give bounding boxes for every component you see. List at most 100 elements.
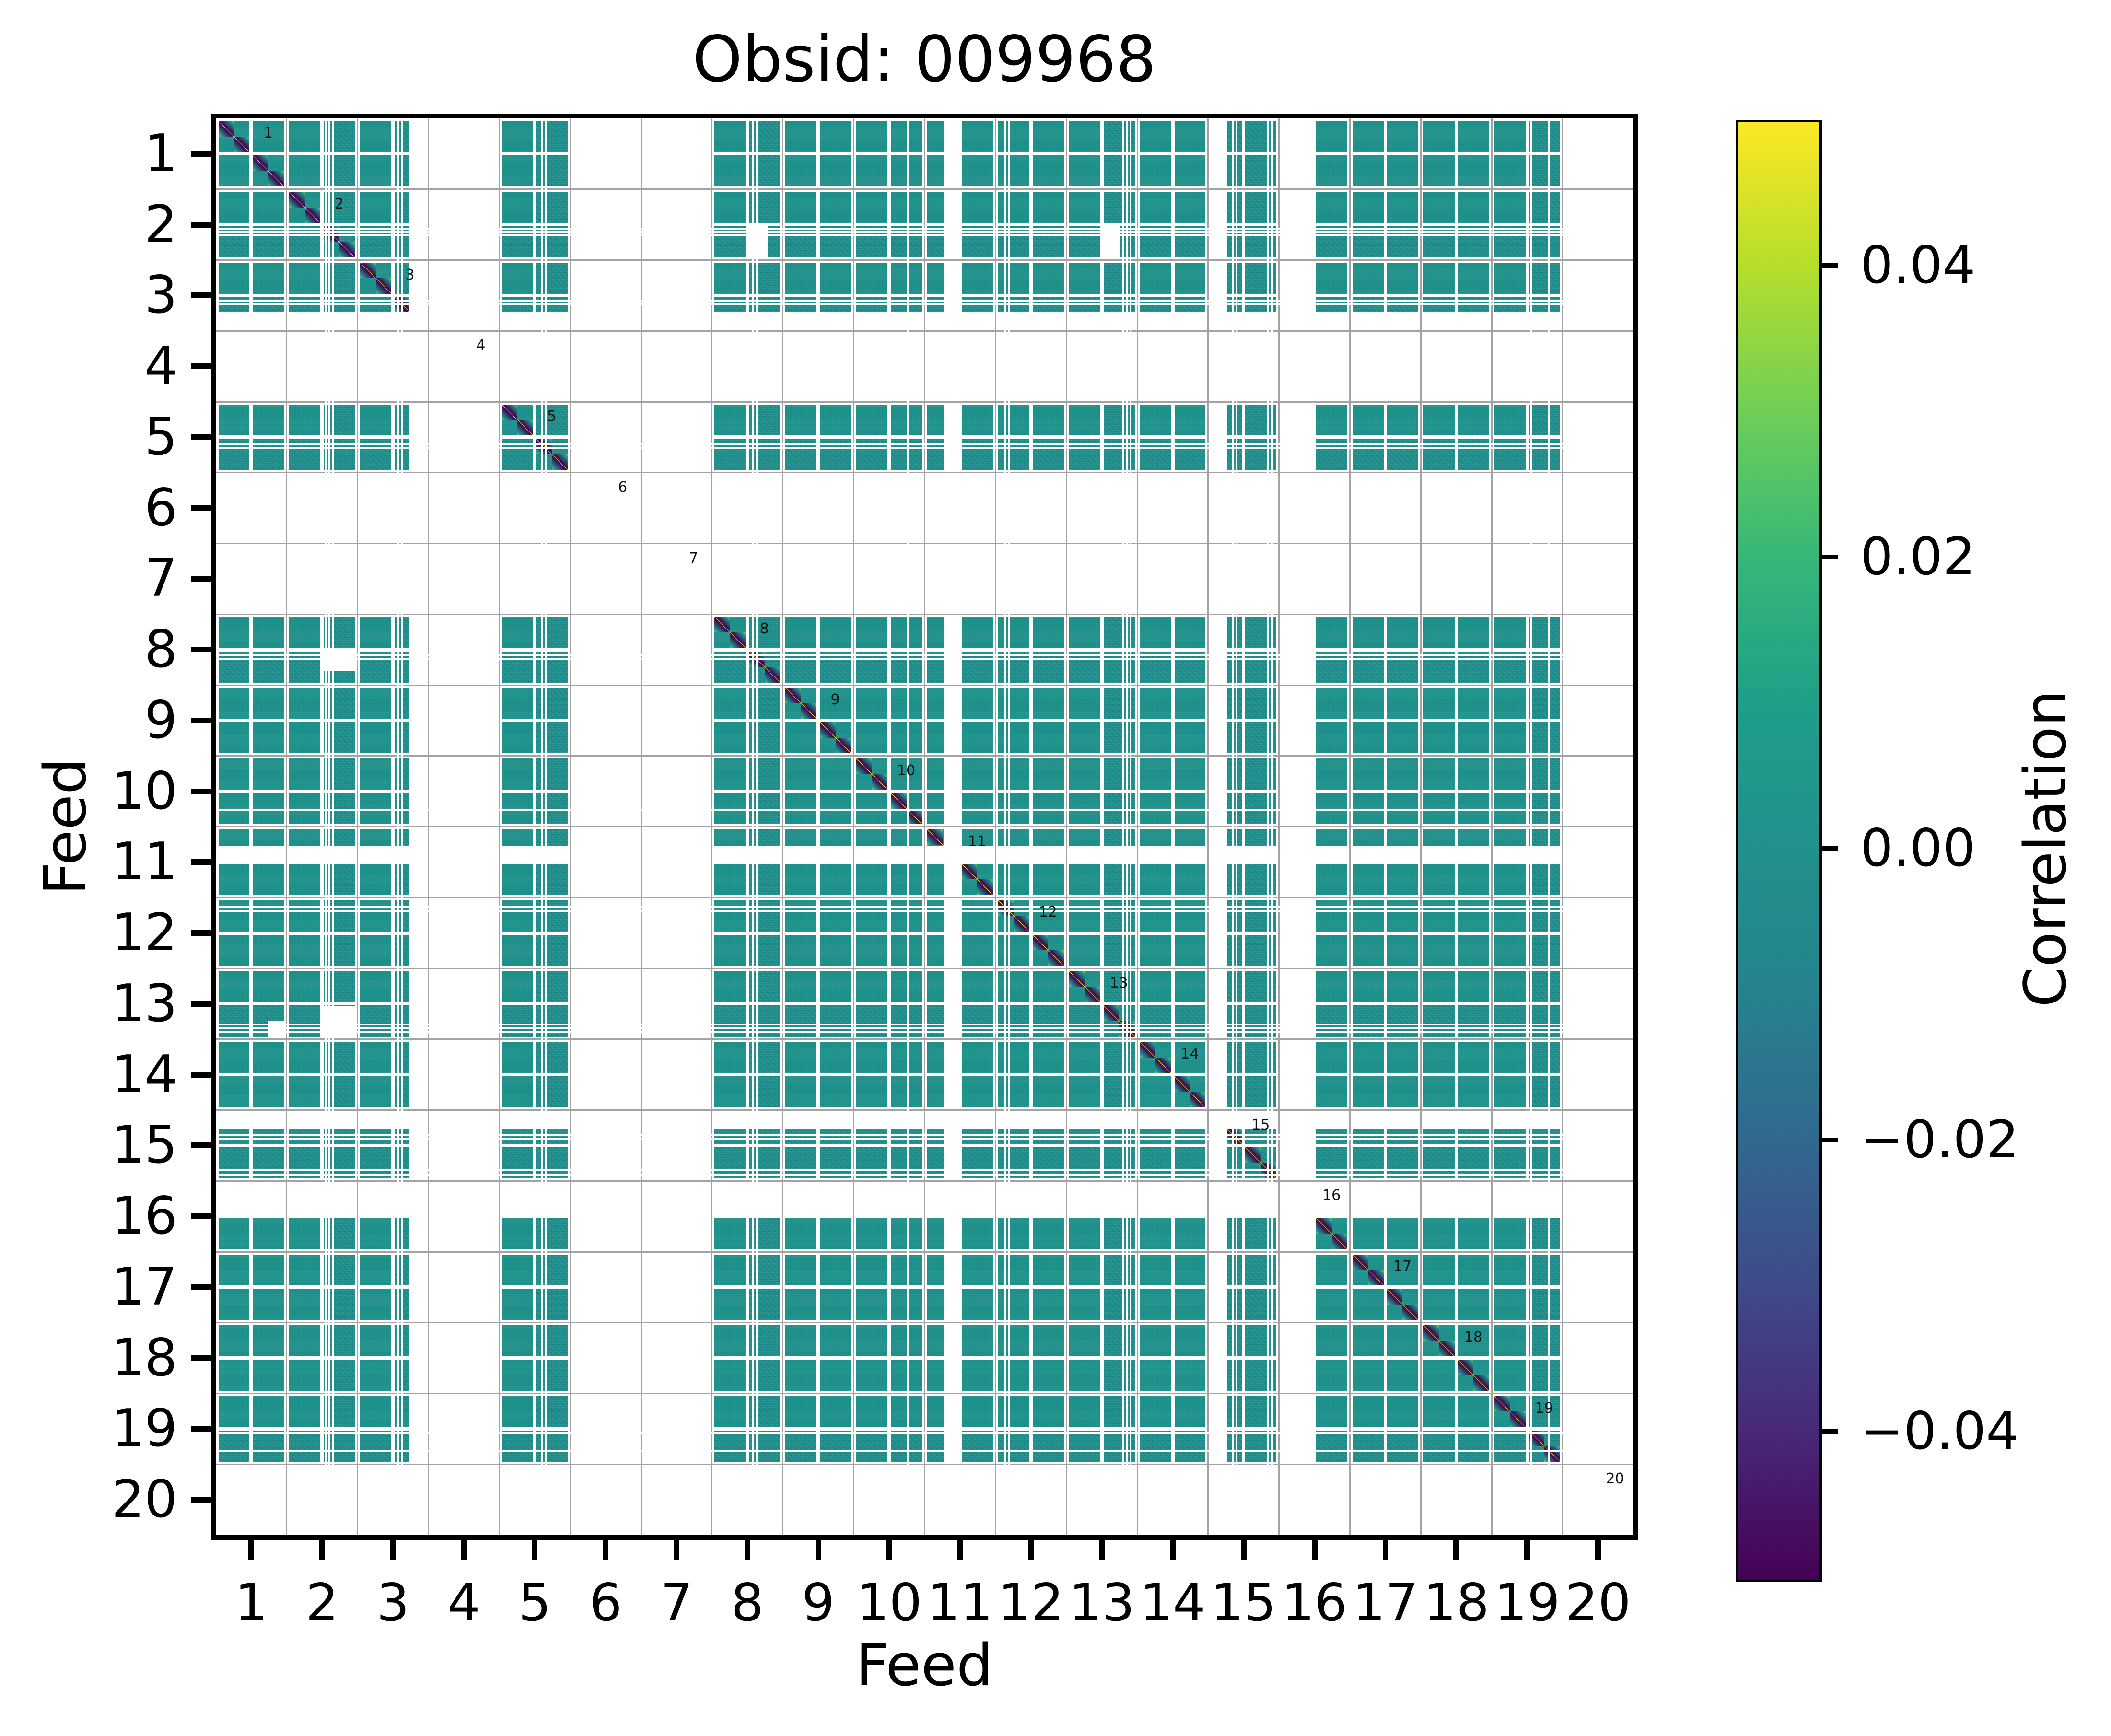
heatmap-block [1245, 863, 1277, 895]
heatmap-block [927, 192, 944, 223]
x-axis-label: Feed [855, 1632, 993, 1699]
masked-channel-stripe-vertical [1267, 118, 1270, 1535]
heatmap-block [714, 617, 746, 648]
diagonal-feed-annotation: 12 [1038, 904, 1057, 921]
heatmap-block [1227, 263, 1242, 294]
heatmap-block [998, 1218, 1029, 1249]
diagonal-feed-annotation: 20 [1606, 1470, 1624, 1488]
heatmap-block [1528, 1129, 1560, 1144]
heatmap-block [1458, 1129, 1489, 1144]
diagonal-feed-annotation: 7 [688, 549, 699, 567]
heatmap-block [1174, 263, 1206, 294]
autocorrelation-wedge [339, 242, 355, 258]
heatmap-block [927, 1430, 944, 1462]
heatmap-block [820, 722, 851, 754]
masked-channel-stripe-vertical [540, 118, 543, 1535]
diagonal-feed-annotation: 18 [1464, 1328, 1482, 1346]
heatmap-block [856, 1076, 888, 1108]
heatmap-block [891, 651, 922, 683]
heatmap-block [502, 192, 533, 223]
heatmap-block [1494, 722, 1526, 754]
heatmap-block [1528, 651, 1560, 683]
heatmap-block [1458, 1042, 1489, 1073]
heatmap-block [1174, 1430, 1206, 1462]
heatmap-block [1353, 900, 1384, 932]
heatmap-block [714, 758, 746, 790]
gridline-horizontal [216, 967, 1633, 969]
heatmap-block [998, 404, 1029, 436]
heatmap-block [891, 863, 922, 895]
heatmap-block [1353, 121, 1384, 152]
heatmap-block [714, 1360, 746, 1391]
masked-channel-stripe-vertical [907, 118, 909, 1535]
heatmap-block [998, 1325, 1029, 1357]
masked-channel-stripe-vertical [1007, 118, 1010, 1535]
heatmap-block [820, 651, 851, 683]
heatmap-block [998, 793, 1029, 825]
heatmap-block [961, 722, 993, 754]
heatmap-block [1140, 934, 1171, 966]
heatmap-block [253, 404, 284, 436]
heatmap-block [1423, 758, 1455, 790]
heatmap-block [1387, 863, 1418, 895]
y-tick-label: 11 [111, 832, 177, 892]
y-tick-label: 4 [144, 336, 177, 396]
heatmap-block [749, 900, 781, 932]
heatmap-block [961, 1076, 993, 1108]
heatmap-block [1316, 971, 1348, 1002]
heatmap-block [714, 263, 746, 294]
heatmap-block [360, 863, 392, 895]
autocorrelation-wedge [1423, 1325, 1439, 1341]
x-tick-mark [886, 1540, 892, 1560]
heatmap-block [785, 404, 817, 436]
autocorrelation-wedge [1368, 1270, 1384, 1286]
heatmap-block [927, 934, 944, 966]
x-tick-mark [1595, 1540, 1601, 1560]
heatmap-block [785, 121, 817, 152]
autocorrelation-wedge [1353, 1254, 1368, 1270]
masked-channel-stripe-horizontal [216, 303, 1633, 305]
heatmap-block [1494, 1289, 1526, 1320]
heatmap-block [289, 863, 321, 895]
heatmap-block [1032, 1396, 1064, 1427]
heatmap-block [1245, 263, 1277, 294]
heatmap-block [1227, 934, 1242, 966]
heatmap-block [218, 863, 250, 895]
gridline-vertical [1562, 118, 1563, 1535]
heatmap-block [1458, 404, 1489, 436]
heatmap-block [253, 1129, 284, 1144]
heatmap-block [998, 1042, 1029, 1073]
heatmap-block [1245, 1289, 1277, 1320]
heatmap-block [1032, 1430, 1064, 1462]
autocorrelation-wedge [1245, 1147, 1261, 1163]
diagonal-feed-annotation: 13 [1109, 975, 1128, 992]
heatmap-block [218, 192, 250, 223]
heatmap-block [1245, 651, 1277, 683]
heatmap-block [856, 192, 888, 223]
heatmap-block [1387, 1289, 1418, 1320]
heatmap-block [360, 1396, 392, 1427]
heatmap-block [360, 1254, 392, 1286]
autocorrelation-wedge [268, 171, 284, 187]
heatmap-block [1174, 1325, 1206, 1357]
heatmap-block [289, 687, 321, 719]
y-tick-mark [191, 1284, 211, 1290]
heatmap-block [218, 971, 250, 1002]
heatmap-block [1528, 1325, 1560, 1357]
heatmap-block [1245, 1042, 1277, 1073]
heatmap-block [218, 1129, 250, 1144]
heatmap-block [1423, 121, 1455, 152]
heatmap-block [820, 829, 851, 846]
autocorrelation-wedge [360, 263, 376, 279]
heatmap-block [502, 1254, 533, 1286]
heatmap-block [714, 1218, 746, 1249]
autocorrelation-wedge [764, 667, 781, 683]
x-tick-label: 19 [1494, 1573, 1560, 1633]
heatmap-block [856, 722, 888, 754]
heatmap-block [218, 155, 250, 187]
heatmap-block [749, 722, 781, 754]
heatmap-block [1316, 1042, 1348, 1073]
heatmap-block [785, 1360, 817, 1391]
heatmap-block [1069, 793, 1100, 825]
heatmap-block [1423, 192, 1455, 223]
